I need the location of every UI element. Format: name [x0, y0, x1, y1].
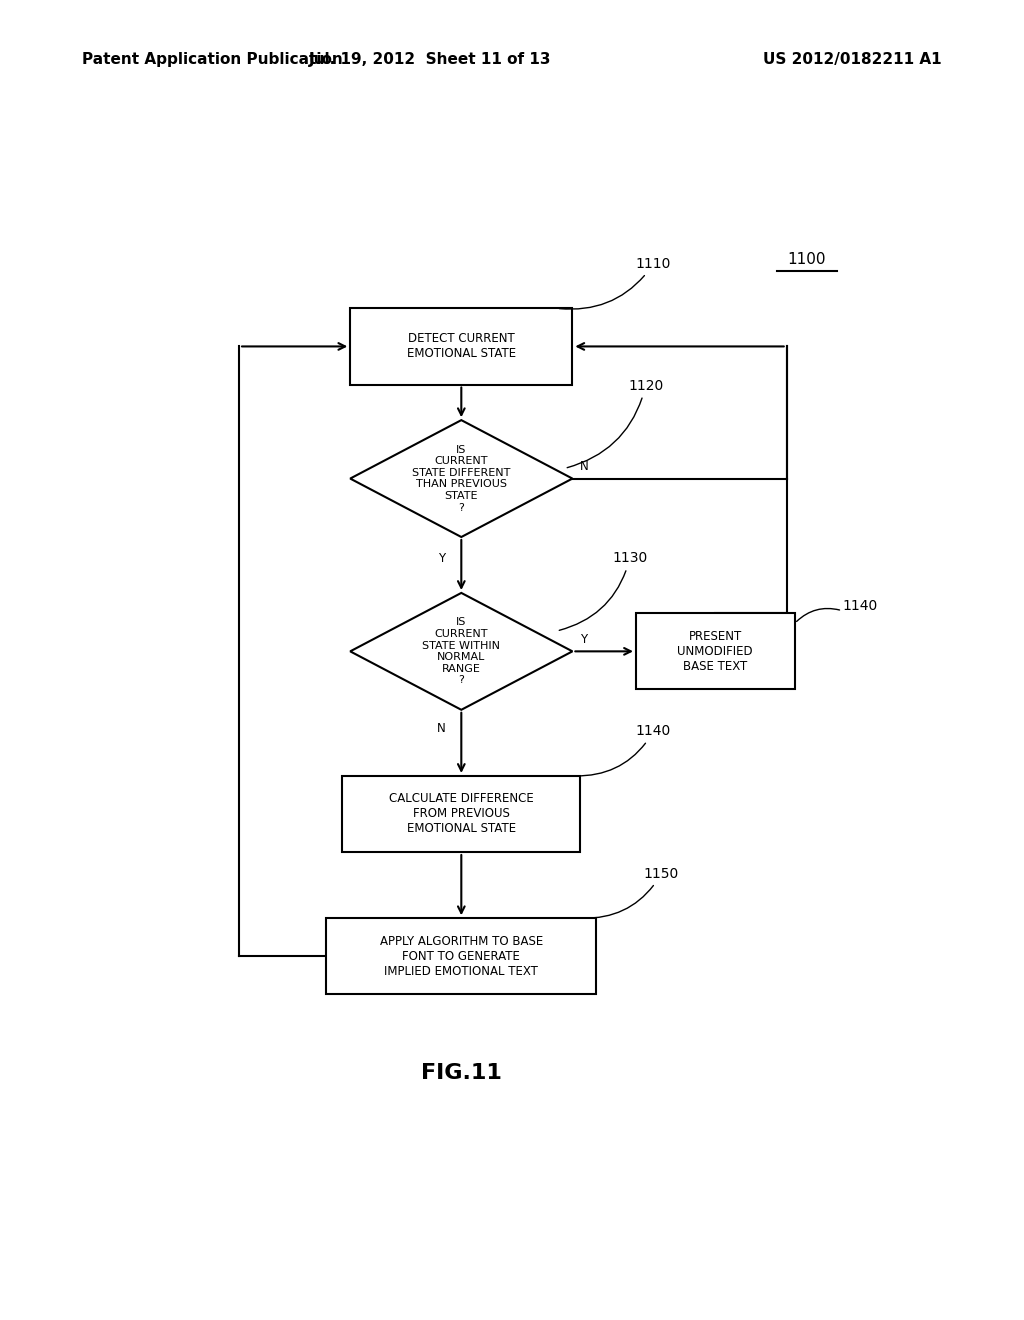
Text: APPLY ALGORITHM TO BASE
FONT TO GENERATE
IMPLIED EMOTIONAL TEXT: APPLY ALGORITHM TO BASE FONT TO GENERATE… — [380, 935, 543, 978]
Text: IS
CURRENT
STATE DIFFERENT
THAN PREVIOUS
STATE
?: IS CURRENT STATE DIFFERENT THAN PREVIOUS… — [412, 445, 511, 512]
Text: 1110: 1110 — [559, 256, 672, 309]
Text: Y: Y — [581, 632, 588, 645]
Text: IS
CURRENT
STATE WITHIN
NORMAL
RANGE
?: IS CURRENT STATE WITHIN NORMAL RANGE ? — [422, 618, 501, 685]
FancyBboxPatch shape — [327, 919, 596, 994]
Polygon shape — [350, 420, 572, 537]
Text: 1120: 1120 — [567, 379, 664, 467]
Text: US 2012/0182211 A1: US 2012/0182211 A1 — [764, 51, 942, 67]
FancyBboxPatch shape — [636, 614, 795, 689]
Text: CALCULATE DIFFERENCE
FROM PREVIOUS
EMOTIONAL STATE: CALCULATE DIFFERENCE FROM PREVIOUS EMOTI… — [389, 792, 534, 836]
Text: N: N — [437, 722, 445, 735]
Text: N: N — [581, 459, 589, 473]
Text: 1130: 1130 — [559, 552, 647, 631]
Text: DETECT CURRENT
EMOTIONAL STATE: DETECT CURRENT EMOTIONAL STATE — [407, 333, 516, 360]
Text: 1140: 1140 — [575, 725, 671, 776]
Text: 1100: 1100 — [787, 252, 825, 267]
Text: 1140: 1140 — [842, 598, 878, 612]
Text: Patent Application Publication: Patent Application Publication — [82, 51, 343, 67]
FancyBboxPatch shape — [342, 776, 581, 853]
Text: FIG.11: FIG.11 — [421, 1063, 502, 1084]
Text: PRESENT
UNMODIFIED
BASE TEXT: PRESENT UNMODIFIED BASE TEXT — [678, 630, 753, 673]
Text: 1150: 1150 — [583, 866, 679, 919]
Polygon shape — [350, 593, 572, 710]
FancyBboxPatch shape — [350, 309, 572, 384]
Text: Y: Y — [438, 552, 445, 565]
Text: Jul. 19, 2012  Sheet 11 of 13: Jul. 19, 2012 Sheet 11 of 13 — [309, 51, 551, 67]
